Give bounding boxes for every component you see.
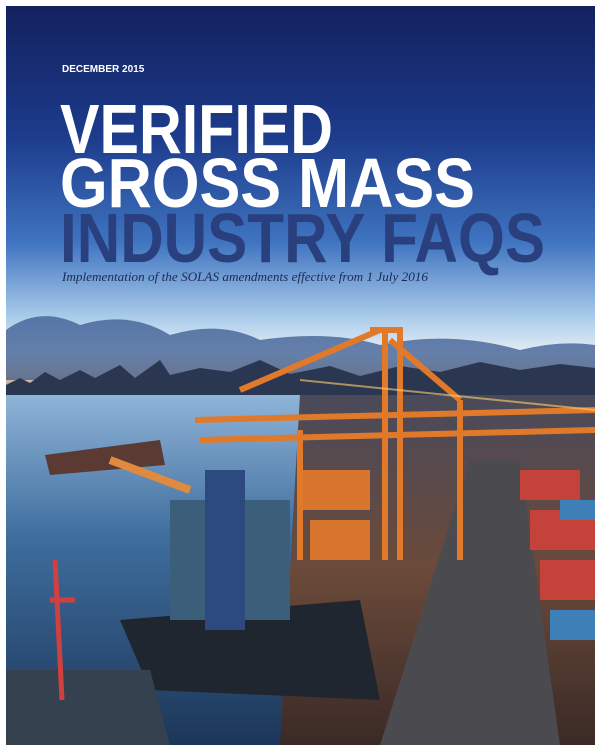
title-line: INDUSTRY FAQS bbox=[60, 199, 545, 277]
subtitle: Implementation of the SOLAS amendments e… bbox=[61, 269, 429, 284]
cover: DECEMBER 2015 VERIFIED GROSS MASS INDUST… bbox=[0, 0, 601, 751]
issue-date: DECEMBER 2015 bbox=[62, 64, 145, 75]
